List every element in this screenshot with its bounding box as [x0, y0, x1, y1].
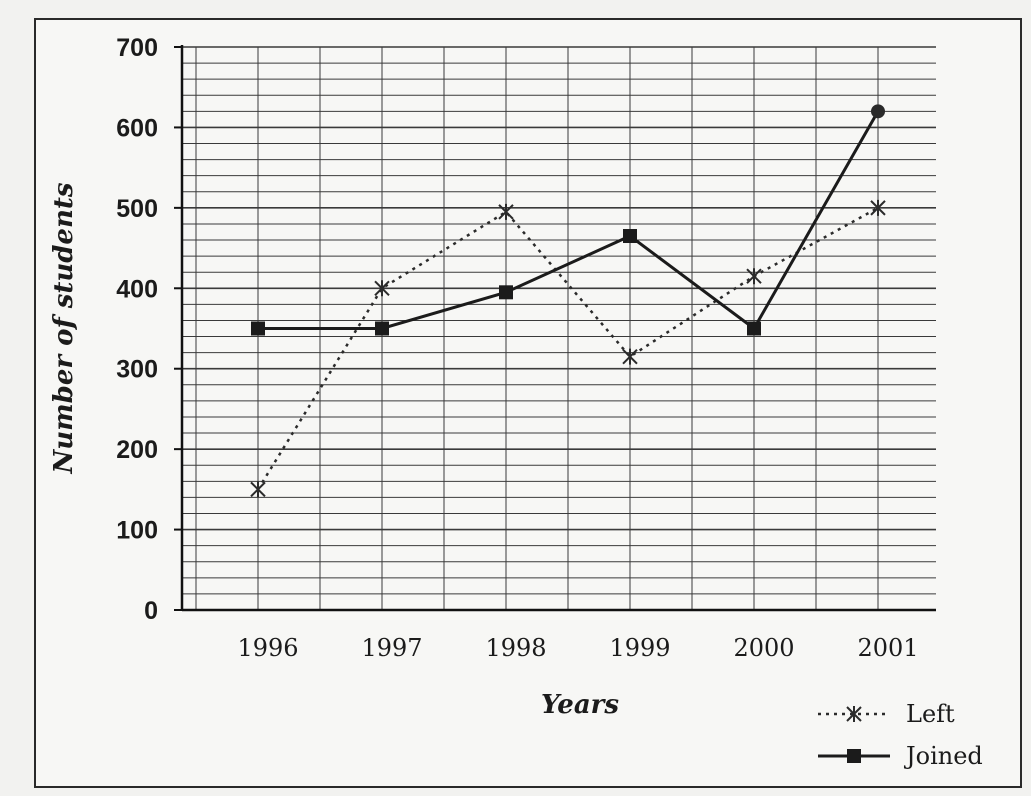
legend-item-left: Left — [818, 700, 955, 728]
legend-marker-joined — [847, 749, 861, 763]
y-axis-label: Number of students — [49, 182, 79, 474]
y-tick-label: 100 — [116, 517, 158, 545]
x-axis-label: Years — [541, 690, 619, 720]
data-point-left — [746, 268, 762, 285]
y-tick-label: 200 — [116, 436, 158, 464]
legend-marker-left — [846, 706, 862, 722]
x-tick-labels: 1996 1997 1998 1999 2000 2001 — [237, 634, 918, 662]
legend: Left Joined — [818, 700, 983, 770]
data-point-joined — [251, 321, 265, 336]
y-tick-labels: 0 100 200 300 400 500 600 700 — [116, 34, 158, 625]
legend-item-joined: Joined — [818, 742, 983, 770]
data-point-left — [870, 199, 886, 216]
data-point-joined — [623, 229, 637, 244]
data-point-left — [622, 348, 638, 365]
data-point-left — [374, 280, 390, 297]
x-tick-label: 1996 — [237, 634, 298, 662]
x-tick-label: 1999 — [609, 634, 670, 662]
legend-label-joined: Joined — [903, 742, 983, 770]
data-point-joined — [871, 104, 885, 119]
series-line-joined — [258, 110, 880, 331]
chart-axes — [174, 45, 936, 612]
x-tick-label: 1997 — [361, 634, 422, 662]
data-point-joined — [747, 321, 761, 336]
data-point-left — [498, 203, 514, 220]
data-point-joined — [375, 321, 389, 336]
y-tick-label: 300 — [116, 356, 158, 384]
y-tick-label: 500 — [116, 195, 158, 223]
x-tick-label: 2000 — [733, 634, 794, 662]
data-point-left — [250, 481, 266, 498]
y-tick-label: 400 — [116, 275, 158, 303]
legend-label-left: Left — [906, 700, 955, 728]
y-tick-label: 600 — [116, 114, 158, 142]
x-tick-label: 1998 — [485, 634, 546, 662]
y-tick-label: 700 — [116, 34, 158, 62]
x-tick-label: 2001 — [857, 634, 918, 662]
chart-series — [250, 104, 886, 498]
y-tick-label: 0 — [144, 597, 158, 625]
series-left — [250, 199, 886, 498]
series-joined — [251, 104, 885, 336]
data-point-joined — [499, 285, 513, 300]
